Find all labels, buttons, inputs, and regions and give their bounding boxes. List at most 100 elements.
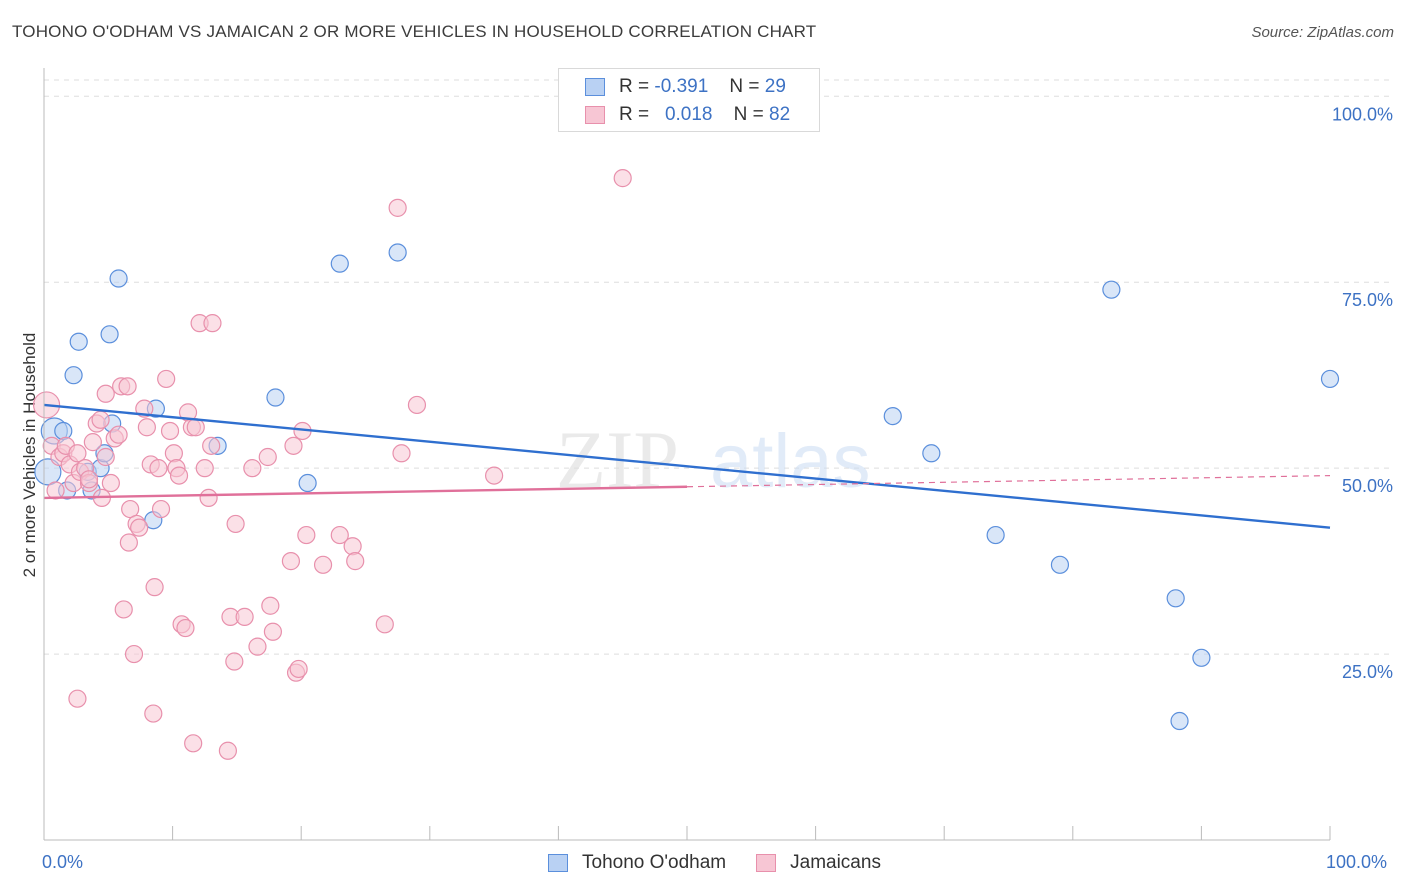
jamaican-point-40 [164, 444, 183, 463]
jamaican-point-67 [289, 659, 308, 679]
jamaican-point-18 [96, 447, 115, 467]
jamaican-point-65 [284, 436, 303, 455]
jamaican-point-47 [184, 734, 203, 753]
tohono-point-18 [330, 254, 349, 273]
series-legend-jamaicans[interactable]: Jamaicans [756, 852, 881, 874]
series-swatch-pink [756, 854, 777, 872]
x-tick-label-min: 0.0% [42, 852, 84, 872]
jamaican-point-30 [130, 518, 149, 537]
source-credit: Source: ZipAtlas.com [1251, 24, 1394, 41]
legend-r-value: 0.018 [664, 104, 713, 125]
tohono-point-17 [298, 473, 317, 493]
jamaican-point-56 [225, 652, 244, 671]
tohono-point-4 [64, 366, 83, 385]
jamaican-point-79 [613, 169, 632, 188]
jamaican-point-77 [407, 395, 427, 415]
tohono-point-22 [986, 525, 1005, 545]
jamaican-point-42 [169, 466, 189, 485]
series-legend-label: Tohono O'odham [582, 852, 727, 873]
jamaican-point-73 [346, 552, 365, 571]
jamaican-point-26 [119, 533, 138, 552]
jamaican-point-13 [79, 470, 99, 489]
tohono-point-24 [1102, 280, 1121, 299]
jamaican-point-22 [109, 425, 128, 444]
y-tick-label: 25.0% [1342, 662, 1393, 682]
jamaican-point-53 [203, 314, 222, 333]
legend-swatch-blue [585, 78, 605, 96]
tohono-point-27 [1170, 711, 1189, 731]
legend-n-value: 29 [764, 76, 786, 97]
tohono-point-28 [1320, 369, 1340, 389]
jamaican-point-61 [258, 447, 277, 467]
watermark-atlas: atlas [710, 419, 871, 504]
tohono-point-25 [1166, 589, 1185, 608]
jamaican-point-32 [137, 418, 156, 437]
tohono-point-12 [109, 269, 128, 288]
tohono-point-21 [922, 444, 941, 463]
tohono-point-16 [266, 388, 285, 407]
correlation-legend: R = -0.391 N = 29 R = 0.018 N = 82 [558, 68, 820, 132]
jamaican-point-34 [144, 704, 163, 723]
legend-swatch-pink [585, 106, 605, 124]
jamaican-point-64 [281, 552, 301, 571]
jamaican-trend-extension [686, 474, 1331, 488]
jamaican-trend-line [43, 485, 688, 500]
y-tick-label: 50.0% [1342, 476, 1393, 496]
jamaican-point-37 [151, 499, 171, 519]
tohono-point-26 [1192, 648, 1211, 667]
legend-r-label: R = [619, 104, 650, 125]
series-legend-tohono[interactable]: Tohono O'odham [548, 852, 726, 874]
jamaican-point-71 [330, 525, 349, 545]
series-swatch-blue [548, 854, 568, 872]
jamaican-point-69 [297, 525, 316, 545]
jamaican-point-60 [248, 637, 267, 656]
jamaican-point-20 [101, 473, 120, 493]
jamaican-point-28 [124, 644, 144, 664]
jamaican-point-58 [235, 607, 254, 626]
jamaican-point-72 [343, 537, 362, 556]
jamaican-point-76 [392, 444, 411, 463]
jamaican-point-25 [118, 377, 137, 396]
jamaican-point-24 [114, 600, 133, 619]
legend-n-label: N = [729, 76, 760, 97]
tohono-point-5 [69, 332, 88, 351]
jamaican-point-44 [176, 618, 195, 638]
jamaican-point-51 [199, 488, 218, 508]
chart-title: TOHONO O'ODHAM VS JAMAICAN 2 OR MORE VEH… [12, 22, 817, 41]
series-legend-label: Jamaicans [790, 852, 881, 873]
jamaican-point-16 [91, 410, 110, 429]
jamaican-point-57 [226, 514, 245, 534]
y-tick-label: 100.0% [1332, 104, 1393, 124]
jamaican-point-19 [96, 384, 115, 403]
tohono-trend-line [43, 403, 1331, 529]
jamaican-point-52 [202, 436, 221, 455]
tohono-point-23 [1050, 555, 1070, 574]
legend-row-tohono: R = -0.391 N = 29 [585, 73, 786, 101]
jamaican-point-36 [149, 459, 168, 478]
series-legend: Tohono O'odham Jamaicans [548, 852, 911, 874]
jamaican-point-39 [160, 421, 180, 441]
jamaican-point-54 [218, 741, 237, 760]
tohono-point-20 [883, 406, 902, 426]
legend-n-value: 82 [769, 104, 791, 125]
tohono-point-19 [388, 243, 407, 262]
jamaican-point-59 [243, 459, 262, 478]
legend-n-label: N = [733, 104, 764, 125]
jamaican-point-14 [83, 433, 102, 452]
jamaican-point-78 [485, 466, 504, 485]
jamaican-point-2 [46, 481, 65, 500]
jamaican-point-38 [157, 369, 176, 389]
x-tick-label-max: 100.0% [1326, 852, 1388, 872]
jamaican-point-35 [145, 578, 164, 597]
jamaican-point-50 [195, 459, 214, 478]
legend-row-jamaicans: R = 0.018 N = 82 [585, 101, 790, 129]
jamaican-point-63 [263, 622, 283, 641]
y-tick-label: 75.0% [1342, 290, 1393, 310]
tohono-point-0 [34, 458, 62, 486]
jamaican-point-75 [388, 198, 407, 217]
tohono-point-2 [54, 421, 73, 441]
legend-r-value: -0.391 [654, 76, 709, 97]
jamaican-point-70 [313, 555, 333, 574]
jamaican-point-48 [186, 418, 205, 437]
